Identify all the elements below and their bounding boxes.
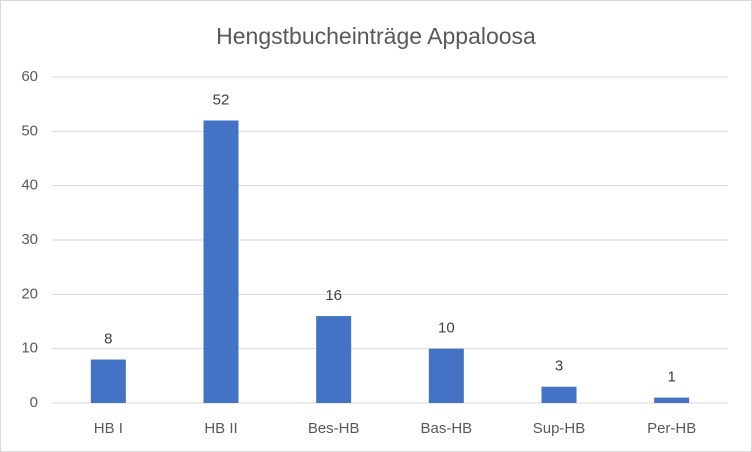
y-tick-label: 40	[21, 177, 38, 194]
data-label: 1	[667, 369, 675, 386]
data-label: 16	[325, 287, 342, 304]
bar	[90, 359, 126, 403]
data-label: 3	[555, 358, 563, 375]
data-label: 8	[104, 331, 112, 348]
y-tick-label: 60	[21, 68, 38, 85]
bar	[541, 386, 577, 403]
data-label: 52	[213, 91, 230, 108]
bar	[203, 120, 239, 403]
x-tick-label: Sup-HB	[533, 420, 586, 437]
bar	[654, 397, 690, 403]
x-tick-label: HB II	[204, 420, 237, 437]
y-tick-label: 30	[21, 231, 38, 248]
y-tick-label: 20	[21, 285, 38, 302]
chart-title: Hengstbucheinträge Appaloosa	[216, 23, 536, 49]
x-tick-label: Bes-HB	[308, 420, 360, 437]
x-tick-label: Bas-HB	[420, 420, 472, 437]
x-tick-label: Per-HB	[647, 420, 696, 437]
data-label: 10	[438, 320, 455, 337]
bar	[316, 316, 352, 403]
y-tick-label: 50	[21, 122, 38, 139]
x-tick-label: HB I	[94, 420, 123, 437]
bar	[428, 348, 464, 403]
y-tick-label: 10	[21, 340, 38, 357]
y-tick-label: 0	[30, 394, 38, 411]
